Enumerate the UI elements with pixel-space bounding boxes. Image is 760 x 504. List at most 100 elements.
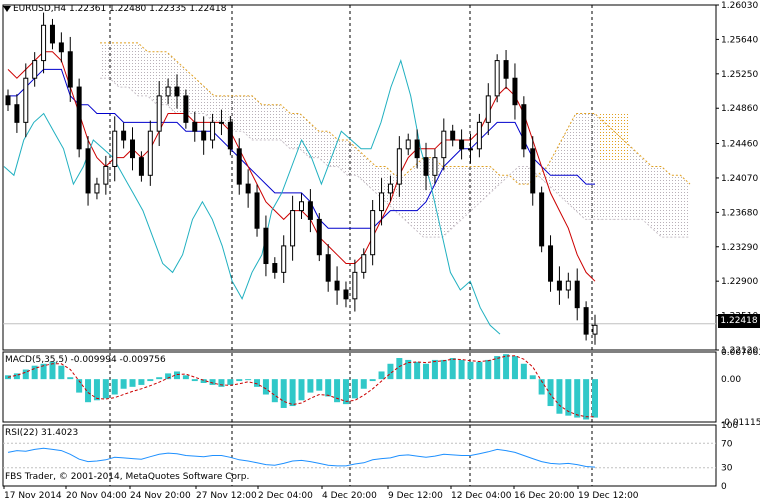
candle-body-46 xyxy=(414,139,420,159)
macd-bar-23 xyxy=(209,379,216,385)
price-tick-2: 1.25250 xyxy=(721,70,758,80)
macd-bar-64 xyxy=(574,379,581,418)
macd-bar-31 xyxy=(280,379,287,408)
candle-body-10 xyxy=(94,183,100,194)
macd-bar-0 xyxy=(5,375,11,380)
time-tick-6: 9 Dec 12:00 xyxy=(388,491,443,501)
candle-body-55 xyxy=(494,60,500,97)
macd-bar-38 xyxy=(342,379,349,405)
time-tick-3: 27 Nov 12:00 xyxy=(196,491,257,501)
time-tick-0: 17 Nov 2014 xyxy=(4,491,62,501)
senkou-span-b-line xyxy=(100,77,690,238)
candle-body-33 xyxy=(299,201,304,212)
macd-bar-16 xyxy=(147,379,154,382)
macd-bar-32 xyxy=(289,379,296,407)
macd-bar-51 xyxy=(458,359,465,380)
price-tick-1: 1.25640 xyxy=(721,35,758,45)
candle-body-56 xyxy=(503,60,509,79)
candle-body-19 xyxy=(174,86,180,97)
rsi-tick-2: 30 xyxy=(721,464,733,474)
macd-bar-7 xyxy=(67,377,74,380)
kijun-sen-line xyxy=(8,68,595,229)
macd-bar-60 xyxy=(538,379,545,395)
macd-bar-4 xyxy=(40,363,47,380)
macd-bar-34 xyxy=(307,379,314,393)
gridlines xyxy=(3,5,716,486)
price-tick-4: 1.24460 xyxy=(721,140,758,150)
macd-bar-41 xyxy=(369,379,376,382)
time-tick-7: 12 Dec 04:00 xyxy=(451,491,512,501)
macd-bar-37 xyxy=(334,379,341,403)
price-tick-7: 1.23290 xyxy=(721,243,758,253)
candle-body-43 xyxy=(387,183,393,194)
senkou-span-a-line xyxy=(100,42,691,185)
macd-bar-3 xyxy=(31,365,38,380)
macd-bar-40 xyxy=(360,379,367,389)
macd-bar-12 xyxy=(111,379,118,395)
indicator-lines xyxy=(3,51,596,335)
chart-menu-arrow-icon[interactable] xyxy=(3,6,11,12)
macd-bar-46 xyxy=(414,361,421,380)
macd-bar-21 xyxy=(191,379,198,382)
candle-body-40 xyxy=(361,254,367,273)
candle-body-9 xyxy=(85,148,91,194)
macd-bar-8 xyxy=(76,379,83,393)
rsi-panel xyxy=(7,447,596,468)
candle-body-62 xyxy=(556,280,562,291)
time-tick-2: 24 Nov 20:00 xyxy=(130,491,191,501)
macd-bar-52 xyxy=(467,361,474,380)
macd-bar-30 xyxy=(271,379,278,403)
macd-bar-1 xyxy=(13,373,20,380)
rsi-line xyxy=(7,447,596,468)
candle-body-28 xyxy=(254,192,260,229)
candle-body-51 xyxy=(459,139,465,150)
candle-body-5 xyxy=(49,24,55,44)
candle-body-0 xyxy=(5,95,11,106)
macd-header: MACD(5,35,5) -0.009994 -0.009756 xyxy=(5,355,166,365)
macd-signal-line xyxy=(7,355,595,418)
macd-bar-2 xyxy=(22,369,29,380)
time-tick-1: 20 Nov 04:00 xyxy=(66,491,127,501)
macd-bar-39 xyxy=(351,379,358,399)
candle-body-12 xyxy=(112,130,118,167)
macd-bar-49 xyxy=(440,359,447,380)
kumo-cloud-area xyxy=(100,42,690,238)
candle-body-54 xyxy=(485,95,491,123)
candle-body-20 xyxy=(183,95,189,123)
macd-bar-59 xyxy=(529,375,536,380)
current-price-label: 1.22418 xyxy=(718,314,760,328)
macd-bar-18 xyxy=(165,373,172,380)
candle-body-44 xyxy=(396,148,402,185)
candle-body-63 xyxy=(565,280,571,291)
candle-body-24 xyxy=(218,121,224,124)
panel-frame-1 xyxy=(2,351,717,423)
candle-body-7 xyxy=(67,51,73,88)
panel-frame-2 xyxy=(2,424,717,487)
macd-bar-27 xyxy=(245,379,252,381)
macd-bar-14 xyxy=(129,379,136,387)
candle-body-23 xyxy=(210,121,216,141)
candle-body-31 xyxy=(281,245,287,273)
candle-body-18 xyxy=(165,86,171,97)
candle-body-21 xyxy=(192,121,198,132)
candle-body-29 xyxy=(263,227,269,265)
time-tick-8: 16 Dec 20:00 xyxy=(514,491,575,501)
macd-bar-48 xyxy=(431,359,438,380)
candle-body-58 xyxy=(521,104,527,150)
macd-bar-56 xyxy=(503,354,510,380)
candle-body-52 xyxy=(467,148,473,151)
candle-body-61 xyxy=(548,245,554,282)
macd-bar-10 xyxy=(93,379,100,401)
candle-body-25 xyxy=(227,121,233,150)
macd-bar-29 xyxy=(262,379,269,395)
candle-body-47 xyxy=(423,157,429,176)
candle-body-1 xyxy=(14,104,20,123)
candle-body-34 xyxy=(307,201,313,220)
axis-labels: 1.26030 1.25640 1.25250 1.24860 1.24460 1.240… xyxy=(3,1,760,501)
candle-body-66 xyxy=(592,324,598,335)
macd-bar-22 xyxy=(200,379,207,383)
macd-bar-57 xyxy=(511,356,518,380)
macd-bar-43 xyxy=(387,363,394,380)
price-tick-10: 1.22120 xyxy=(721,346,758,356)
